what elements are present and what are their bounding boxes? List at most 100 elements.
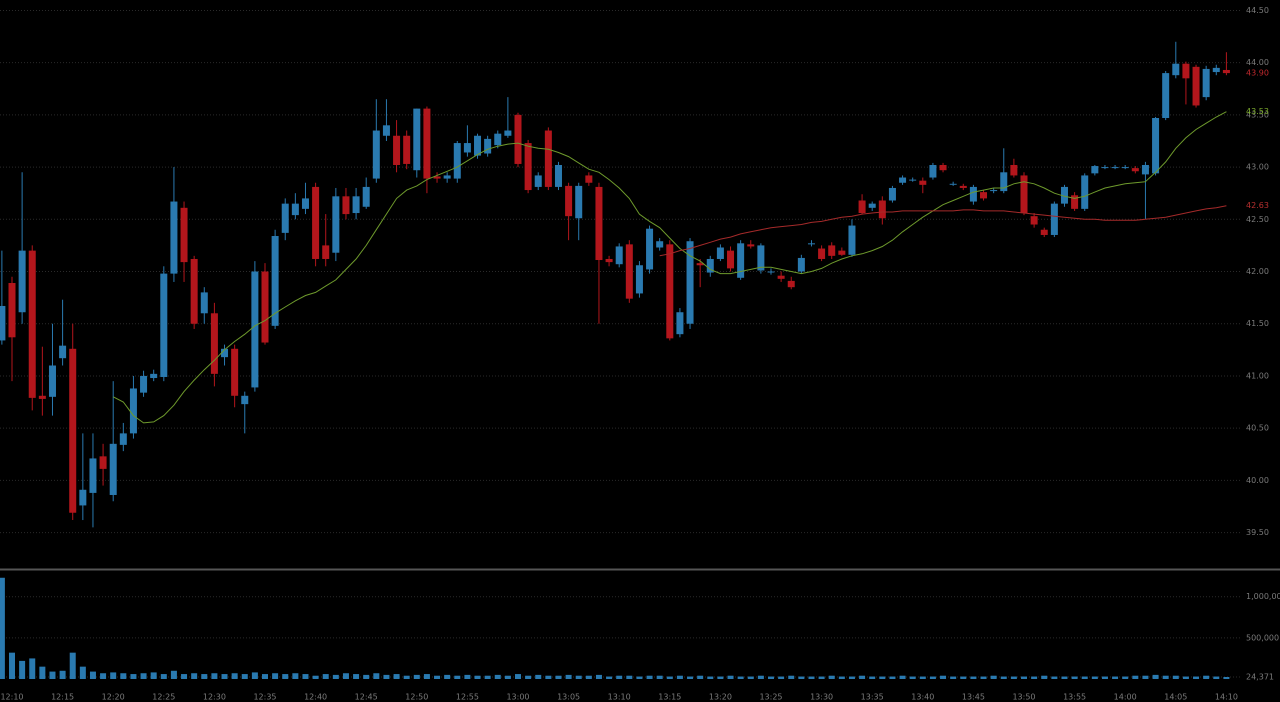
volume-bar — [1213, 676, 1220, 679]
candle-body — [969, 186, 977, 202]
candle-body — [757, 245, 765, 271]
candle-body — [38, 395, 46, 399]
volume-bar — [960, 676, 967, 679]
candle-body — [919, 180, 927, 185]
volume-bar — [1101, 676, 1108, 679]
volume-bar — [1000, 676, 1007, 679]
candle-body — [1162, 73, 1170, 119]
candle-body — [818, 248, 826, 259]
candle-body — [1081, 175, 1089, 209]
volume-bar — [606, 676, 613, 679]
price-label: 43.90 — [1246, 69, 1269, 78]
volume-bar — [950, 676, 957, 679]
candle-body — [706, 258, 714, 273]
candle-body — [1121, 167, 1129, 169]
candle-body — [251, 271, 259, 388]
candle-body — [1020, 175, 1028, 214]
x-tick-label: 12:20 — [102, 693, 125, 702]
volume-bar — [515, 674, 521, 679]
candle-body — [1060, 186, 1068, 204]
volume-bar — [990, 675, 997, 679]
volume-bar — [59, 670, 66, 679]
candle-body — [787, 280, 795, 288]
candle-body — [271, 236, 279, 326]
candle-body — [291, 203, 299, 216]
candle-body — [140, 375, 148, 393]
candle-body — [807, 243, 815, 245]
volume-bar — [150, 672, 157, 679]
volume-bar — [1172, 675, 1179, 679]
volume-bar — [1112, 676, 1119, 679]
volume-bar — [373, 673, 380, 679]
volume-bar — [1132, 675, 1139, 679]
candle-body — [160, 273, 168, 377]
volume-bar — [1061, 676, 1068, 679]
y-tick-label: 44.50 — [1246, 6, 1269, 15]
y-tick-label: 40.50 — [1246, 424, 1269, 433]
volume-bar — [626, 675, 633, 679]
candle-body — [200, 292, 208, 314]
volume-bar — [0, 577, 5, 679]
volume-bar — [474, 675, 481, 679]
volume-bar — [464, 674, 471, 679]
candle-body — [382, 125, 390, 136]
volume-bar — [272, 673, 279, 679]
x-tick-label: 13:15 — [658, 693, 681, 702]
candle-body — [554, 164, 562, 187]
candle-body — [59, 345, 67, 359]
candle-body — [443, 175, 451, 179]
candle-body — [190, 258, 198, 324]
x-tick-label: 12:35 — [253, 693, 276, 702]
volume-bar — [79, 666, 86, 679]
candle-body — [69, 348, 77, 513]
x-tick-label: 12:30 — [203, 693, 226, 702]
volume-bar — [788, 675, 795, 679]
volume-bar — [363, 674, 370, 679]
volume-bar — [980, 676, 987, 679]
candle-body — [635, 265, 643, 294]
volume-bar — [322, 674, 329, 679]
candle-body — [433, 176, 441, 179]
volume-bar — [869, 676, 876, 679]
candle-body — [646, 228, 654, 270]
volume-bar — [120, 673, 127, 679]
volume-bar — [110, 672, 117, 679]
candle-body — [231, 348, 239, 396]
volume-bar — [778, 676, 785, 679]
candle-body — [494, 133, 502, 146]
candle-body — [463, 143, 471, 153]
candle-body — [888, 187, 896, 201]
volume-bar — [1031, 676, 1038, 679]
candle-body — [210, 313, 218, 374]
candle-body — [747, 244, 755, 247]
volume-bar — [1051, 676, 1058, 679]
candle-body — [18, 250, 26, 313]
moving-average-line — [112, 111, 1227, 424]
candle-body — [342, 196, 350, 215]
volume-bar — [393, 674, 400, 679]
volume-bar — [595, 674, 602, 679]
volume-bar — [221, 674, 228, 679]
candle-body — [8, 283, 16, 338]
volume-bar — [251, 672, 258, 679]
candle-body — [484, 138, 492, 154]
candle-body — [777, 275, 785, 279]
candle-body — [797, 257, 805, 272]
volume-bar — [312, 675, 319, 679]
candle-body — [625, 244, 633, 299]
volume-bar — [1152, 674, 1159, 679]
volume-bar — [616, 675, 623, 679]
volume-bar — [231, 673, 238, 679]
volume-bar — [1041, 675, 1048, 679]
volume-bar — [656, 675, 663, 679]
candle-body — [585, 175, 593, 183]
volume-bar — [859, 675, 866, 679]
volume-bar — [697, 675, 704, 679]
volume-bar — [1142, 675, 1149, 679]
candle-body — [48, 365, 56, 397]
volume-bar — [1021, 676, 1027, 679]
candle-body — [393, 135, 401, 165]
candle-body — [727, 250, 735, 269]
candle-body — [362, 186, 370, 207]
candle-body — [1222, 69, 1230, 74]
